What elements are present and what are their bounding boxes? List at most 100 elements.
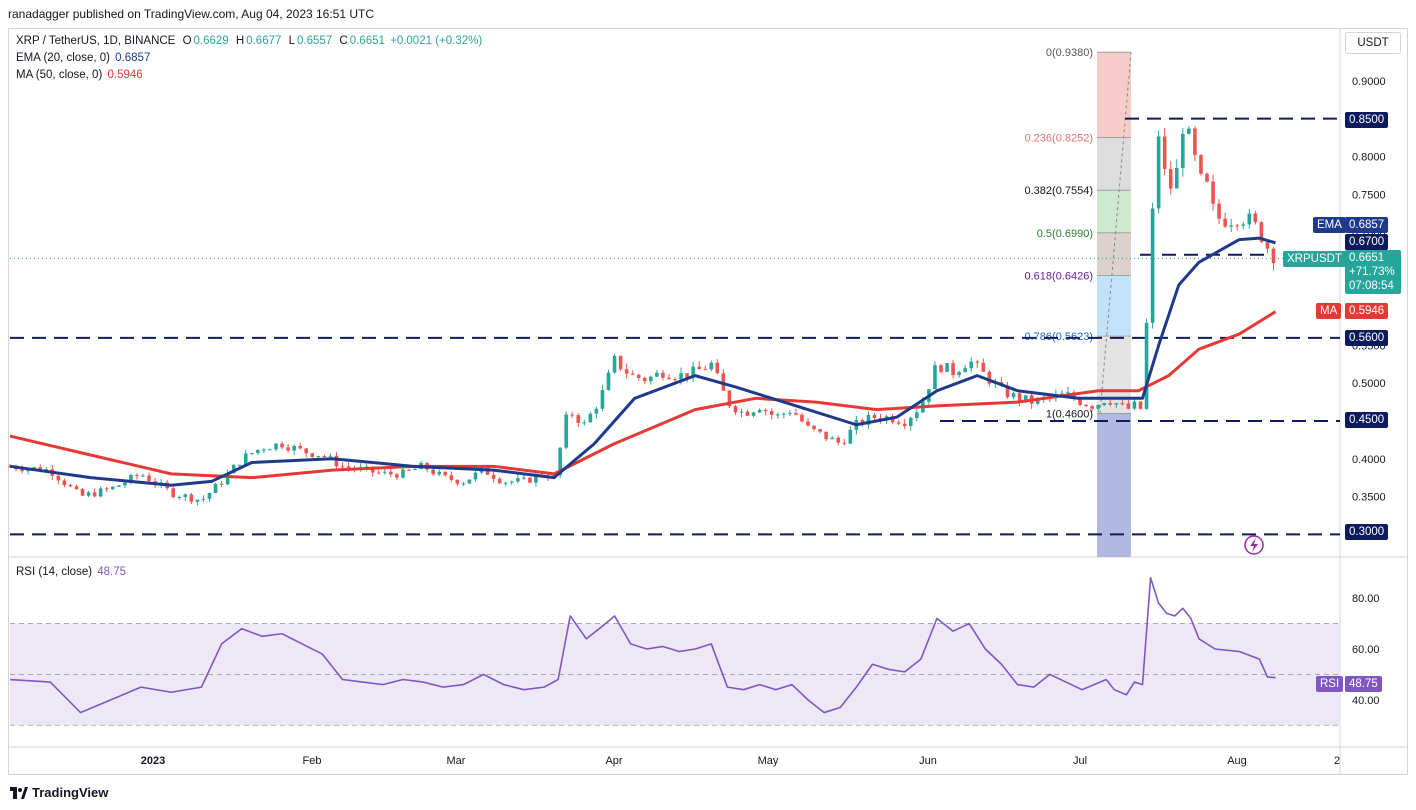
tradingview-logo-icon [10, 786, 28, 799]
candle-body [697, 366, 701, 370]
candle-body [812, 425, 816, 430]
candle-body [1168, 169, 1173, 189]
candle-body [123, 482, 127, 486]
candle-body [256, 449, 260, 454]
candle-body [201, 498, 206, 500]
candle-body [649, 376, 653, 382]
candle-body [775, 414, 780, 416]
candle-body [1229, 225, 1233, 227]
candle-body [407, 469, 411, 471]
symbol-title[interactable]: XRP / TetherUS, 1D, BINANCE [16, 35, 176, 47]
candle-body [189, 494, 194, 502]
candle-body [806, 421, 810, 426]
candle-body [268, 449, 272, 451]
candle-body [237, 464, 242, 466]
candle-body [437, 471, 442, 475]
change-value: +0.0021 (+0.32%) [390, 35, 483, 47]
candle-body [80, 489, 85, 496]
candle-body [528, 477, 532, 483]
candle-body [1090, 406, 1094, 409]
candle-body [147, 475, 151, 482]
fib-zone [1097, 52, 1131, 138]
fib-zone [1097, 232, 1131, 276]
candle-body [213, 483, 218, 494]
candle-body [68, 485, 73, 487]
candle-body [467, 479, 472, 484]
candle-body [117, 485, 121, 487]
time-axis-tick: May [758, 755, 779, 767]
candle-body [594, 408, 599, 414]
candle-body [782, 413, 786, 415]
candle-body [655, 372, 659, 377]
candle-body [908, 417, 913, 427]
fib-level-label: 0.236(0.8252) [1025, 132, 1094, 144]
footer-brand[interactable]: TradingView [10, 785, 108, 800]
candle-body [872, 414, 877, 419]
ma-name-tag: MA [1316, 303, 1342, 319]
candle-body [286, 447, 290, 451]
candle-body [661, 372, 665, 378]
candle-body [1217, 203, 1221, 219]
candle-body [745, 411, 750, 416]
time-axis-tick: Mar [447, 755, 466, 767]
candle-body [1156, 136, 1161, 209]
candle-body [1078, 398, 1082, 405]
candle-body [503, 482, 508, 484]
ema-legend[interactable]: EMA (20, close, 0) 0.6857 [16, 52, 150, 64]
candle-body [564, 414, 568, 448]
candle-body [207, 493, 212, 499]
open-value: 0.6629 [193, 35, 229, 47]
symbol-legend: XRP / TetherUS, 1D, BINANCE O 0.6629 H 0.6… [16, 35, 482, 47]
candle-body [1060, 393, 1064, 395]
ma50-line [9, 310, 1277, 480]
candle-body [328, 455, 333, 457]
candle-body [455, 479, 460, 484]
candle-body [691, 366, 695, 378]
currency-selector[interactable]: USDT [1345, 32, 1401, 54]
candle-body [346, 466, 351, 468]
chart-frame[interactable] [8, 28, 1408, 775]
candle-body [612, 355, 617, 373]
candle-body [135, 475, 139, 477]
candle-body [1211, 181, 1215, 204]
candle-body [800, 414, 804, 422]
candle-body [939, 365, 943, 372]
time-axis-tick: Feb [303, 755, 322, 767]
time-axis-tick: 2023 [141, 755, 165, 767]
candle-body [1205, 173, 1209, 182]
ma-value: 0.5946 [107, 69, 143, 81]
candle-body [824, 431, 828, 440]
candle-body [848, 429, 853, 444]
candle-body [310, 453, 315, 457]
candle-body [1011, 393, 1016, 398]
candle-body [1223, 218, 1227, 227]
candle-body [316, 456, 321, 458]
time-axis-tick: Apr [605, 755, 622, 767]
candle-body [292, 445, 296, 451]
fib-level-label: 0.618(0.6426) [1025, 270, 1094, 282]
candle-body [969, 361, 974, 369]
candle-body [769, 411, 774, 415]
candle-body [274, 443, 278, 450]
level-tag-0560: 0.5600 [1345, 330, 1389, 346]
candle-body [183, 494, 188, 498]
ma-legend[interactable]: MA (50, close, 0) 0.5946 [16, 69, 143, 81]
candle-body [376, 472, 381, 474]
candle-body [1162, 136, 1167, 170]
candle-body [902, 423, 907, 427]
candle-body [449, 475, 454, 480]
ema-value-tag: 0.6857 [1345, 217, 1389, 233]
rsi-value-tag: 48.75 [1345, 676, 1382, 692]
ema-label: EMA (20, close, 0) [16, 52, 110, 64]
level-tag-0850: 0.8500 [1345, 112, 1389, 128]
high-value: 0.6677 [246, 35, 282, 47]
rsi-axis-tick: 80.00 [1352, 593, 1380, 605]
candle-body [570, 414, 575, 416]
candle-body [830, 437, 834, 440]
candle-body [74, 486, 79, 490]
candle-body [231, 464, 236, 474]
rsi-legend[interactable]: RSI (14, close) 48.75 [16, 566, 126, 578]
candle-body [933, 365, 937, 390]
candle-body [461, 483, 466, 485]
